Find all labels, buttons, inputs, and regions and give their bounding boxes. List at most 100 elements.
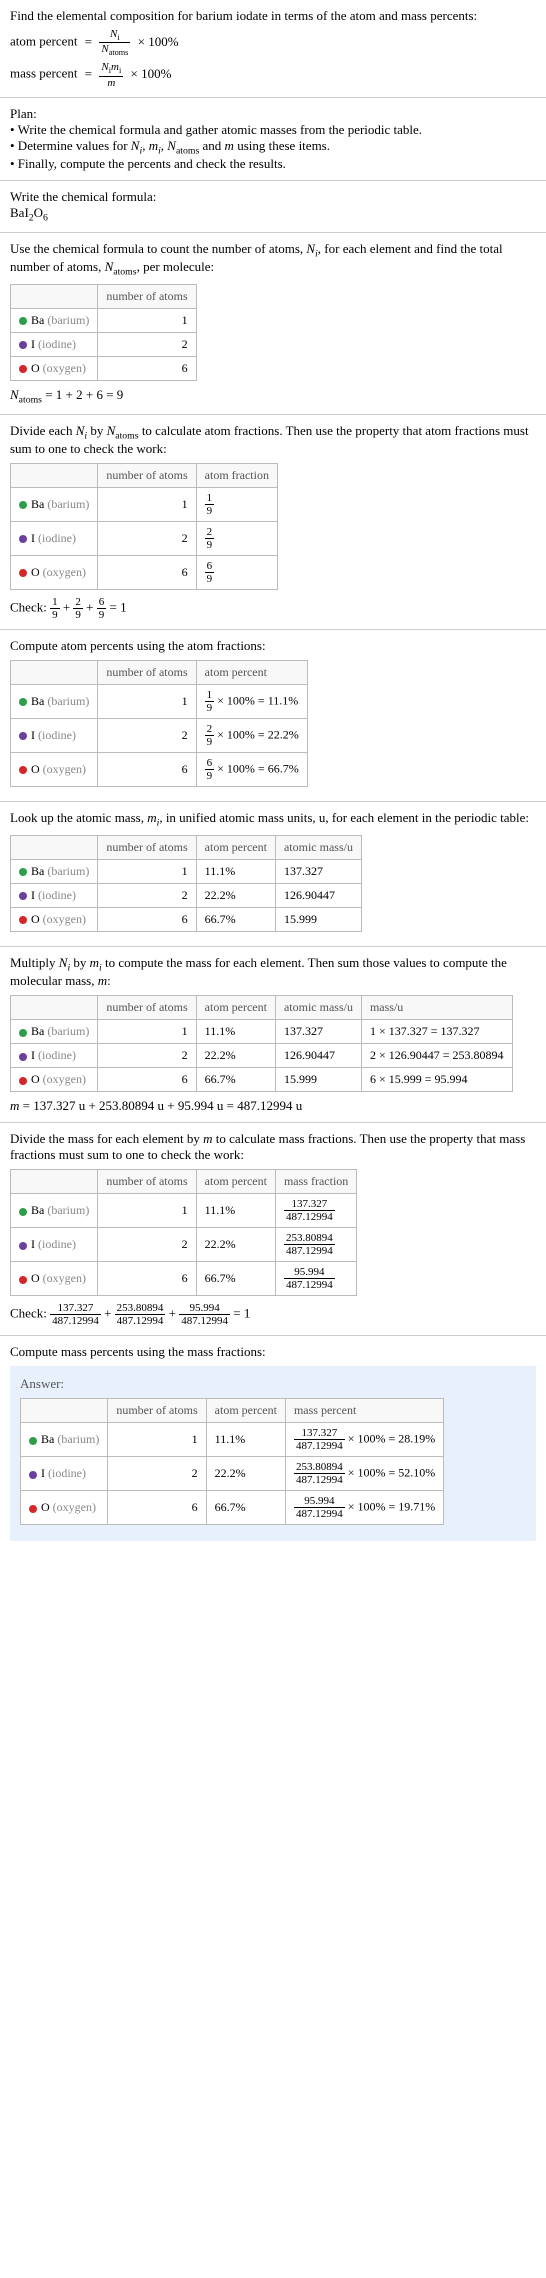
table-row: I (iodine) 2: [11, 332, 197, 356]
element-name: (barium): [47, 1024, 89, 1038]
mass-compute-section: Multiply Ni by mi to compute the mass fo…: [0, 947, 546, 1124]
element-dot-icon: [19, 698, 27, 706]
element-name: (iodine): [38, 337, 76, 351]
atom-count: 2: [98, 522, 196, 556]
table-row: Ba (barium)1: [11, 308, 197, 332]
atompct-table: number of atomsatom percent Ba (barium)1…: [10, 660, 308, 787]
atom-percent: 29 × 100% = 22.2%: [196, 719, 307, 753]
element-name: (iodine): [38, 1237, 76, 1251]
element-name: (barium): [47, 497, 89, 511]
atomfrac-check: Check: 19 + 29 + 69 = 1: [10, 596, 536, 621]
element-dot-icon: [29, 1437, 37, 1445]
table-row: Ba (barium)111.1%137.327487.12994: [11, 1194, 357, 1228]
element-dot-icon: [29, 1505, 37, 1513]
element-name: (oxygen): [43, 1072, 86, 1086]
count-table: number of atoms Ba (barium)1I (iodine)2O…: [10, 284, 197, 381]
element-dot-icon: [19, 1208, 27, 1216]
element-name: (barium): [47, 313, 89, 327]
natoms-sum: Natoms = 1 + 2 + 6 = 9: [10, 387, 536, 406]
element-dot-icon: [19, 317, 27, 325]
atom-percent: 22.2%: [206, 1457, 285, 1491]
element-symbol: I: [31, 728, 35, 742]
table-row: O (oxygen)6: [11, 356, 197, 380]
element-name: (oxygen): [43, 1271, 86, 1285]
element-symbol: O: [31, 565, 40, 579]
table-row: I (iodine)229: [11, 522, 278, 556]
element-symbol: I: [31, 337, 35, 351]
atomic-mass: 15.999: [275, 1068, 361, 1092]
atom-count: 1: [108, 1423, 206, 1457]
atom-count: 1: [98, 1194, 196, 1228]
element-cell: Ba (barium): [11, 859, 98, 883]
atompct-text: Compute atom percents using the atom fra…: [10, 638, 536, 654]
atomic-mass: 15.999: [275, 907, 361, 931]
atom-count: 1: [98, 1020, 196, 1044]
element-cell: Ba (barium): [11, 1020, 98, 1044]
element-symbol: Ba: [31, 694, 44, 708]
mass-compute-table: number of atomsatom percentatomic mass/u…: [10, 995, 513, 1092]
element-name: (oxygen): [43, 762, 86, 776]
answer-box: Answer: number of atomsatom percentmass …: [10, 1366, 536, 1541]
atomic-mass: 137.327: [275, 859, 361, 883]
element-name: (iodine): [38, 531, 76, 545]
mass-lookup-text: Look up the atomic mass, mi, in unified …: [10, 810, 536, 829]
element-cell: Ba (barium): [21, 1423, 108, 1457]
fraction: Nimi m: [99, 61, 123, 88]
element-dot-icon: [19, 868, 27, 876]
mass-u: 2 × 126.90447 = 253.80894: [361, 1044, 512, 1068]
element-symbol: Ba: [31, 864, 44, 878]
final-table: number of atomsatom percentmass percent …: [20, 1398, 444, 1525]
final-text: Compute mass percents using the mass fra…: [10, 1344, 536, 1360]
atomfrac-table: number of atomsatom fraction Ba (barium)…: [10, 463, 278, 590]
atom-percent: 11.1%: [196, 1194, 275, 1228]
element-cell: O (oxygen): [11, 556, 98, 590]
mass-compute-text: Multiply Ni by mi to compute the mass fo…: [10, 955, 536, 990]
element-cell: Ba (barium): [11, 1194, 98, 1228]
atom-percent-formula: atom percent = Ni Natoms × 100%: [10, 28, 536, 57]
element-dot-icon: [19, 535, 27, 543]
mass-fraction: 95.994487.12994: [275, 1262, 356, 1296]
mass-u: 6 × 15.999 = 95.994: [361, 1068, 512, 1092]
table-row: I (iodine)222.2%126.904472 × 126.90447 =…: [11, 1044, 513, 1068]
count-section: Use the chemical formula to count the nu…: [0, 233, 546, 415]
final-section: Compute mass percents using the mass fra…: [0, 1336, 546, 1549]
massfrac-section: Divide the mass for each element by m to…: [0, 1123, 546, 1336]
mass-u: 1 × 137.327 = 137.327: [361, 1020, 512, 1044]
element-cell: I (iodine): [11, 883, 98, 907]
plan-section: Plan: • Write the chemical formula and g…: [0, 98, 546, 182]
atom-count: 6: [98, 1068, 196, 1092]
atom-percent: 22.2%: [196, 1228, 275, 1262]
element-name: (iodine): [38, 888, 76, 902]
answer-label: Answer:: [20, 1376, 526, 1392]
element-name: (oxygen): [43, 912, 86, 926]
atom-percent: 22.2%: [196, 1044, 275, 1068]
massfrac-text: Divide the mass for each element by m to…: [10, 1131, 536, 1163]
intro-section: Find the elemental composition for bariu…: [0, 0, 546, 98]
element-cell: Ba (barium): [11, 308, 98, 332]
element-cell: O (oxygen): [21, 1491, 108, 1525]
element-dot-icon: [19, 365, 27, 373]
table-row: I (iodine)222.2%253.80894487.12994: [11, 1228, 357, 1262]
element-symbol: I: [31, 1237, 35, 1251]
mass-percent: 137.327487.12994 × 100% = 28.19%: [285, 1423, 443, 1457]
element-cell: Ba (barium): [11, 488, 98, 522]
atom-count: 2: [98, 1228, 196, 1262]
element-dot-icon: [19, 569, 27, 577]
element-cell: I (iodine): [11, 719, 98, 753]
table-row: O (oxygen)669: [11, 556, 278, 590]
element-symbol: Ba: [31, 497, 44, 511]
atom-percent: 69 × 100% = 66.7%: [196, 753, 307, 787]
element-name: (barium): [47, 864, 89, 878]
table-row: I (iodine)229 × 100% = 22.2%: [11, 719, 308, 753]
atom-count: 1: [98, 859, 196, 883]
element-dot-icon: [19, 916, 27, 924]
element-cell: O (oxygen): [11, 356, 98, 380]
mass-fraction: 137.327487.12994: [275, 1194, 356, 1228]
element-dot-icon: [19, 1276, 27, 1284]
atom-percent: 22.2%: [196, 883, 275, 907]
element-name: (barium): [47, 1203, 89, 1217]
atom-count: 1: [98, 685, 196, 719]
table-row: Ba (barium)111.1%137.327487.12994 × 100%…: [21, 1423, 444, 1457]
element-symbol: Ba: [31, 313, 44, 327]
atom-count: 2: [98, 332, 196, 356]
